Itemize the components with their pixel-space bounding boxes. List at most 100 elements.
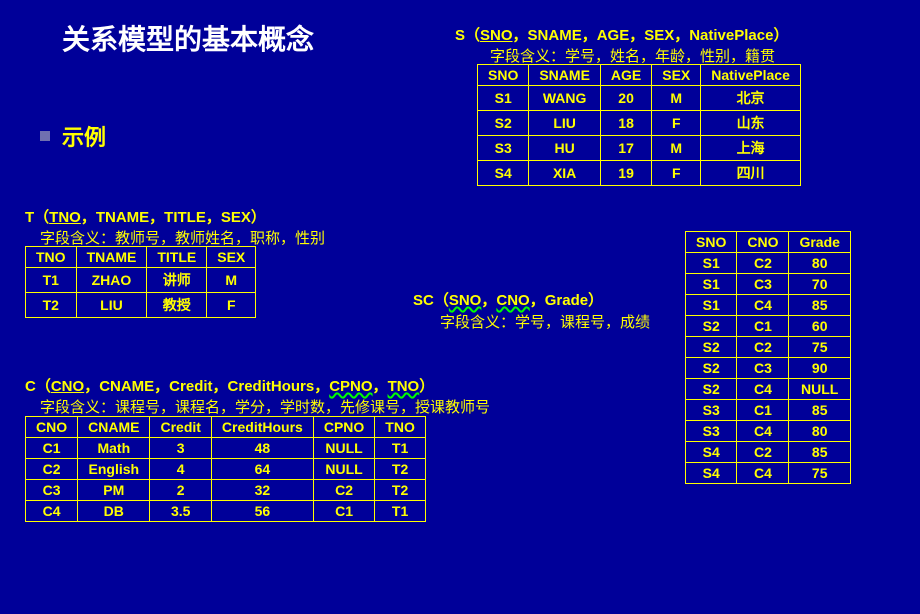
table-row: S4XIA19F四川: [478, 161, 801, 186]
table-header: CNAME: [78, 417, 150, 438]
table-cell: HU: [529, 136, 601, 161]
table-cell: C2: [737, 442, 789, 463]
table-row: S4C475: [686, 463, 851, 484]
table-cell: T2: [26, 293, 77, 318]
table-cell: 3: [150, 438, 211, 459]
table-cell: 80: [789, 421, 850, 442]
table-header: TITLE: [147, 247, 207, 268]
schema-sc: SC（SNO，CNO，Grade）: [413, 289, 603, 310]
table-cell: 2: [150, 480, 211, 501]
table-cell: S2: [686, 358, 737, 379]
table-row: S1C280: [686, 253, 851, 274]
table-cell: 90: [789, 358, 850, 379]
table-cell: M: [652, 136, 701, 161]
table-cell: 20: [600, 86, 651, 111]
table-cell: T2: [375, 459, 426, 480]
table-cell: F: [652, 111, 701, 136]
table-cell: 85: [789, 295, 850, 316]
table-cell: C3: [26, 480, 78, 501]
table-cell: C4: [737, 463, 789, 484]
table-row: S2C4NULL: [686, 379, 851, 400]
table-header: CreditHours: [211, 417, 313, 438]
table-cell: S1: [478, 86, 529, 111]
page-title: 关系模型的基本概念: [62, 18, 314, 58]
table-cell: C3: [737, 358, 789, 379]
table-header: SEX: [207, 247, 256, 268]
table-row: S3C480: [686, 421, 851, 442]
table-cell: 4: [150, 459, 211, 480]
table-cell: NULL: [313, 438, 374, 459]
table-cell: S1: [686, 295, 737, 316]
table-row: S1C370: [686, 274, 851, 295]
table-cell: C2: [313, 480, 374, 501]
table-cell: C1: [26, 438, 78, 459]
table-header: SNO: [478, 65, 529, 86]
table-cell: S2: [686, 379, 737, 400]
table-row: S2C275: [686, 337, 851, 358]
table-cell: 32: [211, 480, 313, 501]
table-header: TNAME: [76, 247, 147, 268]
bullet-row: 示例: [40, 120, 106, 152]
table-cell: NULL: [313, 459, 374, 480]
table-cell: 17: [600, 136, 651, 161]
table-cell: NULL: [789, 379, 850, 400]
table-s: SNOSNAMEAGESEXNativePlaceS1WANG20M北京S2LI…: [477, 64, 801, 186]
table-row: S4C285: [686, 442, 851, 463]
table-cell: C4: [737, 295, 789, 316]
table-cell: C3: [737, 274, 789, 295]
table-header: NativePlace: [701, 65, 801, 86]
table-cell: LIU: [76, 293, 147, 318]
bullet-icon: [40, 131, 50, 141]
table-cell: 80: [789, 253, 850, 274]
table-cell: DB: [78, 501, 150, 522]
table-cell: C4: [26, 501, 78, 522]
table-cell: C1: [737, 316, 789, 337]
table-cell: 70: [789, 274, 850, 295]
table-cell: Math: [78, 438, 150, 459]
meaning-sc: 字段含义：学号，课程号，成绩: [440, 311, 650, 332]
table-row: C2English464NULLT2: [26, 459, 426, 480]
table-cell: C1: [313, 501, 374, 522]
table-header: TNO: [26, 247, 77, 268]
table-cell: S3: [478, 136, 529, 161]
table-cell: T2: [375, 480, 426, 501]
meaning-c: 字段含义：课程号，课程名，学分，学时数，先修课号，授课教师号: [40, 396, 490, 417]
table-header: SEX: [652, 65, 701, 86]
table-row: S3C185: [686, 400, 851, 421]
table-cell: C2: [26, 459, 78, 480]
table-cell: S2: [478, 111, 529, 136]
table-header: Credit: [150, 417, 211, 438]
table-header: SNO: [686, 232, 737, 253]
table-cell: S4: [478, 161, 529, 186]
table-cell: XIA: [529, 161, 601, 186]
table-cell: 19: [600, 161, 651, 186]
table-cell: S1: [686, 253, 737, 274]
table-cell: 75: [789, 463, 850, 484]
table-cell: M: [207, 268, 256, 293]
table-cell: C2: [737, 337, 789, 358]
table-cell: 讲师: [147, 268, 207, 293]
table-cell: PM: [78, 480, 150, 501]
table-t: TNOTNAMETITLESEXT1ZHAO讲师MT2LIU教授F: [25, 246, 256, 318]
table-cell: 教授: [147, 293, 207, 318]
table-cell: 48: [211, 438, 313, 459]
table-sc: SNOCNOGradeS1C280S1C370S1C485S2C160S2C27…: [685, 231, 851, 484]
table-cell: S3: [686, 400, 737, 421]
table-row: S1C485: [686, 295, 851, 316]
schema-c: C（CNO，CNAME，Credit，CreditHours，CPNO，TNO）: [25, 375, 434, 396]
table-cell: 上海: [701, 136, 801, 161]
table-row: C4DB3.556C1T1: [26, 501, 426, 522]
table-cell: C4: [737, 421, 789, 442]
table-row: T2LIU教授F: [26, 293, 256, 318]
table-cell: T1: [375, 438, 426, 459]
table-cell: T1: [375, 501, 426, 522]
table-cell: 56: [211, 501, 313, 522]
table-cell: 北京: [701, 86, 801, 111]
table-cell: 64: [211, 459, 313, 480]
table-cell: S4: [686, 442, 737, 463]
table-cell: S3: [686, 421, 737, 442]
table-header: CPNO: [313, 417, 374, 438]
table-cell: F: [207, 293, 256, 318]
table-cell: S1: [686, 274, 737, 295]
table-header: Grade: [789, 232, 850, 253]
